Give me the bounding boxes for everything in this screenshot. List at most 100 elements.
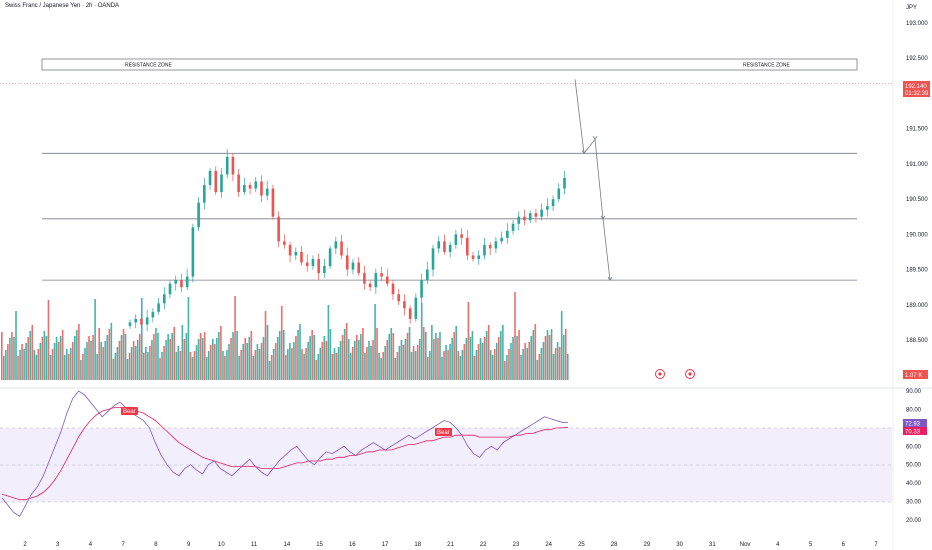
resistance-zone: RESISTANCE ZONE RESISTANCE ZONE (41, 58, 858, 71)
volume-bar (72, 342, 74, 380)
volume-bar (29, 331, 31, 380)
volume-bar (319, 348, 322, 380)
candle-body (477, 255, 481, 259)
volume-bar (461, 350, 464, 380)
candle-body (157, 303, 160, 312)
volume-bar (422, 327, 425, 380)
volume-bar (469, 337, 472, 380)
volume-bar (23, 349, 25, 380)
volume-badge (903, 370, 928, 379)
candle-body (248, 185, 252, 189)
candle-body (237, 174, 240, 193)
volume-bar (270, 355, 273, 380)
volume-bar (471, 331, 474, 380)
bear-label: Bear (123, 409, 136, 415)
volume-bar (228, 344, 230, 380)
volume-bar (291, 348, 293, 380)
price-scale[interactable]: 193.000 192.500 191.500 191.000 190.500 190.0… (906, 21, 928, 344)
volume-bar (94, 299, 96, 380)
rsi-scale[interactable]: 90.00 80.00 60.00 50.00 40.00 30.00 20.00 (906, 389, 922, 524)
candle-body (294, 251, 298, 256)
event-markers[interactable] (655, 369, 695, 379)
volume-bar (498, 337, 500, 380)
volume-bar (31, 325, 34, 380)
volume-bar (92, 335, 94, 380)
volume-bar (126, 359, 129, 380)
volume-bar (7, 344, 9, 380)
volume-bar (463, 344, 466, 380)
time-tick-label: 8 (154, 542, 158, 548)
volume-bar (510, 343, 512, 380)
rsi-tick-label: 50.00 (906, 463, 922, 469)
volume-bar (19, 350, 21, 380)
volume-bar (224, 356, 226, 380)
projection-segment (594, 139, 604, 219)
volume-bar (78, 324, 80, 380)
volume-bar (159, 358, 161, 380)
candle-body (534, 213, 538, 217)
volume-bar (317, 354, 320, 380)
candle-body (254, 181, 258, 189)
volume-bar (222, 351, 224, 380)
candle-body (300, 251, 303, 263)
volume-bar (345, 323, 348, 380)
candle-body (460, 234, 463, 238)
projection-segment (574, 79, 585, 154)
volume-bar (285, 355, 287, 380)
resistance-zone-band (41, 58, 858, 71)
time-tick-label: 3 (56, 542, 60, 548)
candle-body (454, 234, 458, 245)
volume-bar (153, 334, 155, 380)
candle-body (357, 262, 360, 274)
current-price-badge (903, 81, 930, 97)
volume-bar (67, 354, 70, 380)
volume-bar (175, 352, 178, 380)
volume-bar (504, 361, 506, 380)
volume-bar (179, 351, 182, 380)
volume-bars (1, 292, 569, 380)
volume-bar (108, 329, 111, 380)
volume-bar (449, 344, 451, 380)
volume-bar (323, 336, 326, 380)
volume-bar (193, 351, 196, 380)
volume-bar (272, 349, 275, 380)
chart-title: Swiss Franc / Japanese Yen · 2h · OANDA (5, 3, 120, 9)
candle-body (494, 241, 498, 249)
volume-bar (368, 341, 370, 380)
volume-bar (481, 343, 484, 380)
volume-bar (400, 340, 403, 380)
volume-bar (435, 333, 437, 380)
volume-bar (25, 343, 27, 380)
volume-bar (445, 345, 447, 380)
candle-body (174, 280, 178, 284)
volume-bar (59, 336, 62, 380)
volume-bar (53, 343, 56, 380)
candle-body (397, 294, 401, 302)
candle-body (260, 181, 263, 196)
candle-body (231, 156, 235, 175)
volume-bar (282, 330, 285, 380)
volume-bar (404, 339, 407, 380)
volume-bar (500, 331, 502, 380)
time-tick-label: 22 (480, 542, 487, 548)
volume-bar (140, 298, 143, 380)
volume-bar (532, 330, 535, 380)
time-tick-label: 18 (414, 542, 421, 548)
volume-bar (226, 350, 228, 380)
volume-bar (315, 360, 318, 380)
volume-bar (165, 340, 167, 380)
volume-bar (329, 329, 332, 380)
candle-body (403, 301, 406, 309)
rsi-tick-label: 60.00 (906, 444, 922, 450)
volume-bar (487, 325, 490, 380)
volume-bar (163, 346, 165, 380)
event-marker-dot (658, 372, 662, 376)
candle-body (425, 269, 429, 281)
currency-label: JPY (906, 5, 918, 11)
volume-bar (11, 332, 13, 380)
volume-bar (526, 348, 528, 380)
rsi-value: 72.93 (905, 422, 921, 428)
volume-bar (473, 356, 476, 380)
time-axis[interactable]: 2 3 4 7 8 9 10 11 14 15 16 17 18 21 22 23 24 25 28 29 30 31 No… (23, 542, 878, 548)
